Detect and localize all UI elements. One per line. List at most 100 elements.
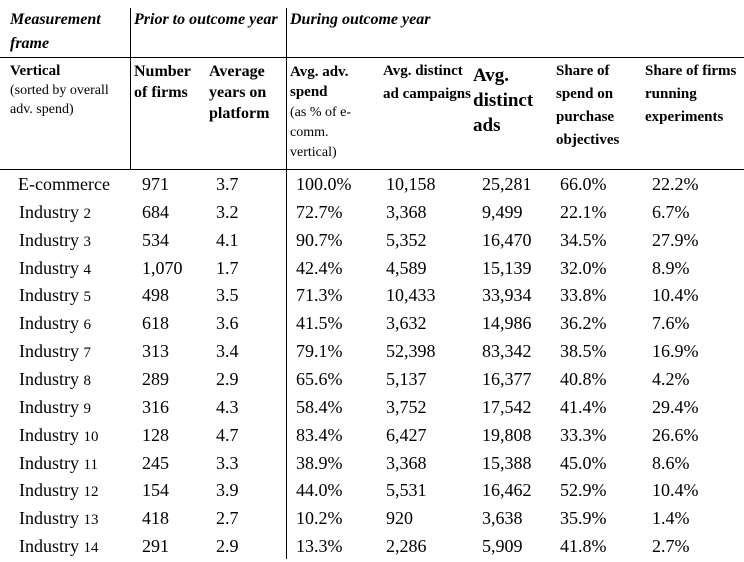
rule-col2 — [286, 8, 287, 559]
cell-campaigns: 6,427 — [386, 424, 427, 445]
cell-vertical: E-commerce — [18, 170, 110, 200]
cell-years: 3.9 — [216, 480, 239, 501]
vertical-number: 3 — [83, 233, 92, 250]
cell-spend: 10.2% — [296, 508, 343, 529]
cell-ads: 25,281 — [482, 174, 532, 194]
col-years: Average years on platform — [209, 63, 270, 122]
cell-years: 3.5 — [216, 285, 239, 306]
table-row: Industry 2 684 3.2 72.7% 3,368 9,499 22.1% 6.7% — [0, 198, 744, 226]
cell-spend: 13.3% — [296, 536, 343, 557]
vertical-name: Industry — [19, 341, 84, 362]
col-vertical-sub: (sorted by overall adv. spend) — [10, 83, 109, 117]
vertical-name: Industry — [19, 313, 84, 334]
cell-firms: 291 — [142, 536, 169, 557]
cell-campaigns: 920 — [386, 508, 413, 529]
cell-years: 3.7 — [216, 174, 239, 194]
cell-ads: 5,909 — [482, 536, 523, 557]
cell-ads: 83,342 — [482, 341, 532, 362]
vertical-number: 10 — [83, 428, 99, 445]
cell-purchase: 22.1% — [560, 201, 607, 222]
cell-campaigns: 5,352 — [386, 229, 427, 250]
cell-campaigns: 3,752 — [386, 396, 427, 417]
cell-years: 2.9 — [216, 368, 239, 389]
cell-campaigns: 10,158 — [386, 174, 436, 194]
vertical-name: Industry — [19, 396, 84, 417]
cell-purchase: 41.8% — [560, 536, 607, 557]
cell-spend: 38.9% — [296, 452, 343, 473]
table-row: Industry 10 128 4.7 83.4% 6,427 19,808 33.3% 26… — [0, 421, 744, 449]
cell-spend: 79.1% — [296, 341, 343, 362]
cell-vertical: Industry 3 — [19, 226, 91, 256]
cell-firms: 245 — [142, 452, 169, 473]
cell-vertical: Industry 11 — [19, 449, 98, 479]
cell-ads: 16,377 — [482, 368, 532, 389]
vertical-name: Industry — [19, 201, 84, 222]
cell-vertical: Industry 14 — [19, 532, 99, 562]
cell-ads: 14,986 — [482, 313, 532, 334]
vertical-name: Industry — [19, 508, 84, 529]
table-row: Industry 7 313 3.4 79.1% 52,398 83,342 38.5% 16… — [0, 337, 744, 365]
cell-spend: 41.5% — [296, 313, 343, 334]
table-row: Industry 12 154 3.9 44.0% 5,531 16,462 52.9% 10… — [0, 476, 744, 504]
col-spend-sub: (as % of e-comm. vertical) — [290, 105, 352, 160]
cell-purchase: 52.9% — [560, 480, 607, 501]
cell-spend: 90.7% — [296, 229, 343, 250]
cell-spend: 42.4% — [296, 257, 343, 278]
cell-purchase: 66.0% — [560, 174, 607, 194]
cell-exp: 22.2% — [652, 174, 699, 194]
cell-campaigns: 3,632 — [386, 313, 427, 334]
cell-firms: 684 — [142, 201, 169, 222]
cell-purchase: 33.3% — [560, 424, 607, 445]
cell-ads: 16,470 — [482, 229, 532, 250]
cell-vertical: Industry 4 — [19, 254, 91, 284]
cell-purchase: 36.2% — [560, 313, 607, 334]
cell-years: 3.3 — [216, 452, 239, 473]
vertical-number: 14 — [83, 540, 99, 557]
col-ads: Avg. distinct ads — [473, 65, 534, 136]
cell-spend: 65.6% — [296, 368, 343, 389]
cell-exp: 26.6% — [652, 424, 699, 445]
cell-years: 3.6 — [216, 313, 239, 334]
cell-spend: 83.4% — [296, 424, 343, 445]
cell-purchase: 33.8% — [560, 285, 607, 306]
cell-ads: 3,638 — [482, 508, 523, 529]
table-row: Industry 14 291 2.9 13.3% 2,286 5,909 41.8% 2.7… — [0, 532, 744, 560]
vertical-number: 6 — [83, 317, 92, 334]
col-spend: Avg. adv. spend — [290, 64, 349, 100]
cell-exp: 6.7% — [652, 201, 690, 222]
cell-years: 3.2 — [216, 201, 239, 222]
cell-campaigns: 52,398 — [386, 341, 436, 362]
cell-exp: 10.4% — [652, 480, 699, 501]
cell-firms: 313 — [142, 341, 169, 362]
col-experiments: Share of firms running experiments — [645, 63, 737, 125]
table-row: Industry 11 245 3.3 38.9% 3,368 15,388 45.0% 8.… — [0, 449, 744, 477]
cell-campaigns: 4,589 — [386, 257, 427, 278]
col-vertical: Vertical — [10, 63, 61, 79]
cell-vertical: Industry 2 — [19, 198, 91, 228]
vertical-name: Industry — [19, 229, 84, 250]
cell-exp: 2.7% — [652, 536, 690, 557]
group-during: During outcome year — [290, 11, 431, 28]
cell-ads: 15,388 — [482, 452, 532, 473]
cell-vertical: Industry 13 — [19, 504, 99, 534]
cell-ads: 16,462 — [482, 480, 532, 501]
vertical-name: Industry — [19, 257, 84, 278]
rule-header — [0, 57, 744, 58]
cell-purchase: 35.9% — [560, 508, 607, 529]
vertical-number: 13 — [83, 512, 99, 529]
vertical-name: Industry — [19, 480, 84, 501]
cell-campaigns: 3,368 — [386, 201, 427, 222]
cell-years: 2.7 — [216, 508, 239, 529]
vertical-name: Industry — [19, 424, 84, 445]
cell-years: 3.4 — [216, 341, 239, 362]
vertical-name: Industry — [19, 368, 84, 389]
cell-firms: 498 — [142, 285, 169, 306]
cell-purchase: 45.0% — [560, 452, 607, 473]
cell-exp: 8.6% — [652, 452, 690, 473]
col-campaigns: Avg. distinct ad campaigns — [383, 63, 471, 102]
cell-spend: 71.3% — [296, 285, 343, 306]
table-row: Industry 5 498 3.5 71.3% 10,433 33,934 33.8% 10… — [0, 281, 744, 309]
cell-campaigns: 10,433 — [386, 285, 436, 306]
cell-vertical: Industry 10 — [19, 421, 99, 451]
cell-firms: 316 — [142, 396, 169, 417]
